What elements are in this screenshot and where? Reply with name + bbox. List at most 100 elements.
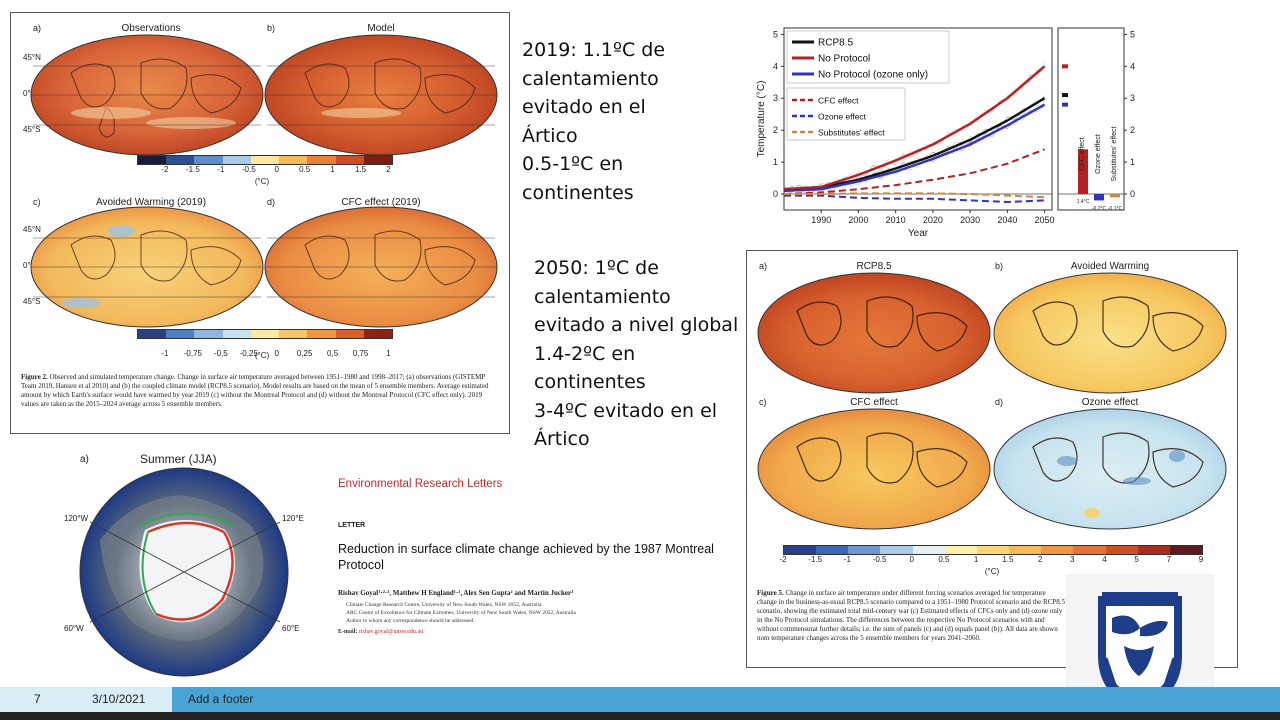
cbar2-tick: -0,5 <box>213 349 228 358</box>
chart-legend-label: RCP8.5 <box>818 38 853 49</box>
fig5-panel-b-title: Avoided Warming <box>1070 261 1150 272</box>
fig2-caption-label: Figure 2. <box>21 373 48 381</box>
chart-legend-label: No Protocol (ozone only) <box>818 70 928 81</box>
chart-x-tick-label: 2050 <box>1035 215 1055 225</box>
figure-2-graphics <box>30 34 498 328</box>
text-2050-line: 1.4-2ºC en <box>534 342 636 365</box>
cbar2-tick: 1 <box>386 349 391 358</box>
chart-side-tick-label: 2 <box>1130 125 1135 135</box>
fig2-panel-c-title: Avoided Warming (2019) <box>95 197 207 208</box>
cbar1-tick: 1.5 <box>354 165 367 174</box>
chart-side-tick-label: 4 <box>1130 61 1135 71</box>
map-cfc-effect-2050 <box>757 408 991 530</box>
paper-title: Reduction in surface climate change achi… <box>338 542 714 572</box>
paper-authors: Rishav Goyal¹·²·³, Matthew H England¹·²,… <box>338 589 574 597</box>
cbar2-tick: -0,75 <box>183 349 202 358</box>
text-2019-line: 0.5-1ºC en <box>522 153 624 175</box>
journal-name: Environmental Research Letters <box>338 478 503 490</box>
email-address[interactable]: rishav.goyal@unsw.edu.au <box>358 629 424 635</box>
temperature-line-chart: 1990 2000 2010 2020 2030 2040 2050 0 1 2 3 4 5 Year Te… <box>756 27 1135 239</box>
chart-y-tick-label: 4 <box>773 61 778 71</box>
cbar2-tick: 0 <box>274 349 279 358</box>
fig5-panel-d-letter: d) <box>995 397 1004 407</box>
fig5-colorbar-unit: (°C) <box>984 567 1000 576</box>
cbar5-tick: 4 <box>1102 555 1107 564</box>
chart-side-panel <box>1057 27 1125 211</box>
cbar2-tick: 0,75 <box>352 349 369 358</box>
map-rcp85 <box>757 272 991 394</box>
cbar5-tick: -0.5 <box>872 555 887 564</box>
slide-footer: 7 3/10/2021 Add a footer <box>0 687 1280 712</box>
paper-affiliation-2: ARC Centre of Excellence for Climate Ext… <box>346 610 576 616</box>
chart-y-tick-label: 5 <box>773 29 778 39</box>
cbar2-tick: -1 <box>161 349 169 358</box>
chart-x-tick-label: 2020 <box>923 215 943 225</box>
chart-side-bar-label: CFC effect <box>1079 137 1086 170</box>
fig2-caption: Figure 2. Observed and simulated tempera… <box>21 373 499 409</box>
slide-number: 7 <box>34 692 41 706</box>
fig2-panel-b-letter: b) <box>267 23 276 33</box>
fig2-colorbar-bottom-unit: (°C) <box>254 351 270 360</box>
chart-y-tick-label: 0 <box>773 189 778 199</box>
chart-side-marker <box>1062 93 1068 98</box>
text-2050: 2050: 1ºC de calentamiento evitado a niv… <box>534 254 749 454</box>
chart-x-tick-label: 2040 <box>997 215 1017 225</box>
chart-legend-label: CFC effect <box>818 96 859 106</box>
text-2019-line: calentamiento <box>522 67 659 90</box>
text-2019-line: evitado en el <box>522 96 646 118</box>
chart-side-tick-label: 1 <box>1130 157 1135 167</box>
fig5-panel-a-letter: a) <box>759 261 768 271</box>
chart-series-line <box>783 97 1046 191</box>
chart-series-line <box>783 103 1046 192</box>
lat-label-45n: 45°N <box>23 53 41 62</box>
arctic-letter: a) <box>80 454 89 465</box>
cbar5-tick: 1 <box>973 555 979 564</box>
fig2-colorbar-top-unit: (°C) <box>254 177 270 186</box>
fig5-caption: Figure 5. Change in surface air temperat… <box>757 589 1067 643</box>
paper-type: LETTER <box>338 522 366 529</box>
text-2050-line: 3-4ºC evitado en el <box>534 399 718 422</box>
paper-email: E-mail: rishav.goyal@unsw.edu.au <box>338 629 423 635</box>
cbar5-tick: 0.5 <box>938 555 950 564</box>
lat-label-0: 0° <box>23 89 31 98</box>
arctic-label-120e: 120°E <box>282 514 304 523</box>
chart-x-tick-label: 2030 <box>960 215 980 225</box>
cbar2-tick: -0,25 <box>239 349 258 358</box>
fig2-panel-d-title: CFC effect (2019) <box>341 197 421 208</box>
figure-5: a) RCP8.5 b) Avoided Warming c) CFC effe… <box>746 250 1238 668</box>
fig2-colorbar-bottom-ticks: -1 -0,75 -0,5 -0,25 0 0,25 0,5 0,75 1 <box>137 349 391 359</box>
chart-side-bar-value: -0.2°C <box>1092 206 1107 212</box>
text-2050-line: Ártico <box>534 428 590 450</box>
cbar5-tick: 5 <box>1134 555 1139 564</box>
fig5-panel-c-letter: c) <box>759 397 767 407</box>
chart-side-marker <box>1062 64 1068 69</box>
chart-side-bar <box>1110 194 1120 198</box>
chart-side-tick-label: 5 <box>1130 29 1135 39</box>
fig2-panel-d-letter: d) <box>267 197 276 207</box>
taskbar-strip <box>0 712 1280 720</box>
fig5-colorbar <box>783 545 1203 555</box>
text-2019-line: Ártico <box>522 124 578 147</box>
fig5-colorbar-ticks: -2 -1.5 -1 -0.5 0 0.5 1 1.5 2 3 4 5 7 9 <box>779 555 1203 565</box>
chart-legend-box <box>786 87 906 141</box>
paper-affiliation-1: Climate Change Research Centre, Universi… <box>346 602 542 608</box>
arctic-label-60e: 60°E <box>282 624 300 633</box>
footer-text[interactable]: Add a footer <box>188 692 254 706</box>
arctic-figure: a) Summer (JJA) 120°W 120°E 60°W 60°E <box>60 450 320 682</box>
fig2-panel-c-letter: c) <box>33 197 41 207</box>
cbar1-tick: -1 <box>217 165 225 174</box>
cbar1-tick: 2 <box>386 165 391 174</box>
footer-left-panel <box>0 687 172 712</box>
fig2-panel-a-title: Observations <box>121 23 181 34</box>
lat-label-45n-2: 45°N <box>23 225 41 234</box>
cbar1-tick: -2 <box>161 165 169 174</box>
fig2-panel-b-title: Model <box>367 23 395 34</box>
cbar5-tick: 0 <box>909 555 914 564</box>
cbar1-tick: -0.5 <box>241 165 256 174</box>
chart-x-tick-label: 2010 <box>886 215 906 225</box>
arctic-label-60w: 60°W <box>64 624 84 633</box>
fig5-panel-d-title: Ozone effect <box>1081 397 1139 408</box>
chart-side-tick-label: 3 <box>1130 93 1135 103</box>
footer-date: 3/10/2021 <box>92 692 146 706</box>
cbar2-tick: 0,25 <box>296 349 313 358</box>
